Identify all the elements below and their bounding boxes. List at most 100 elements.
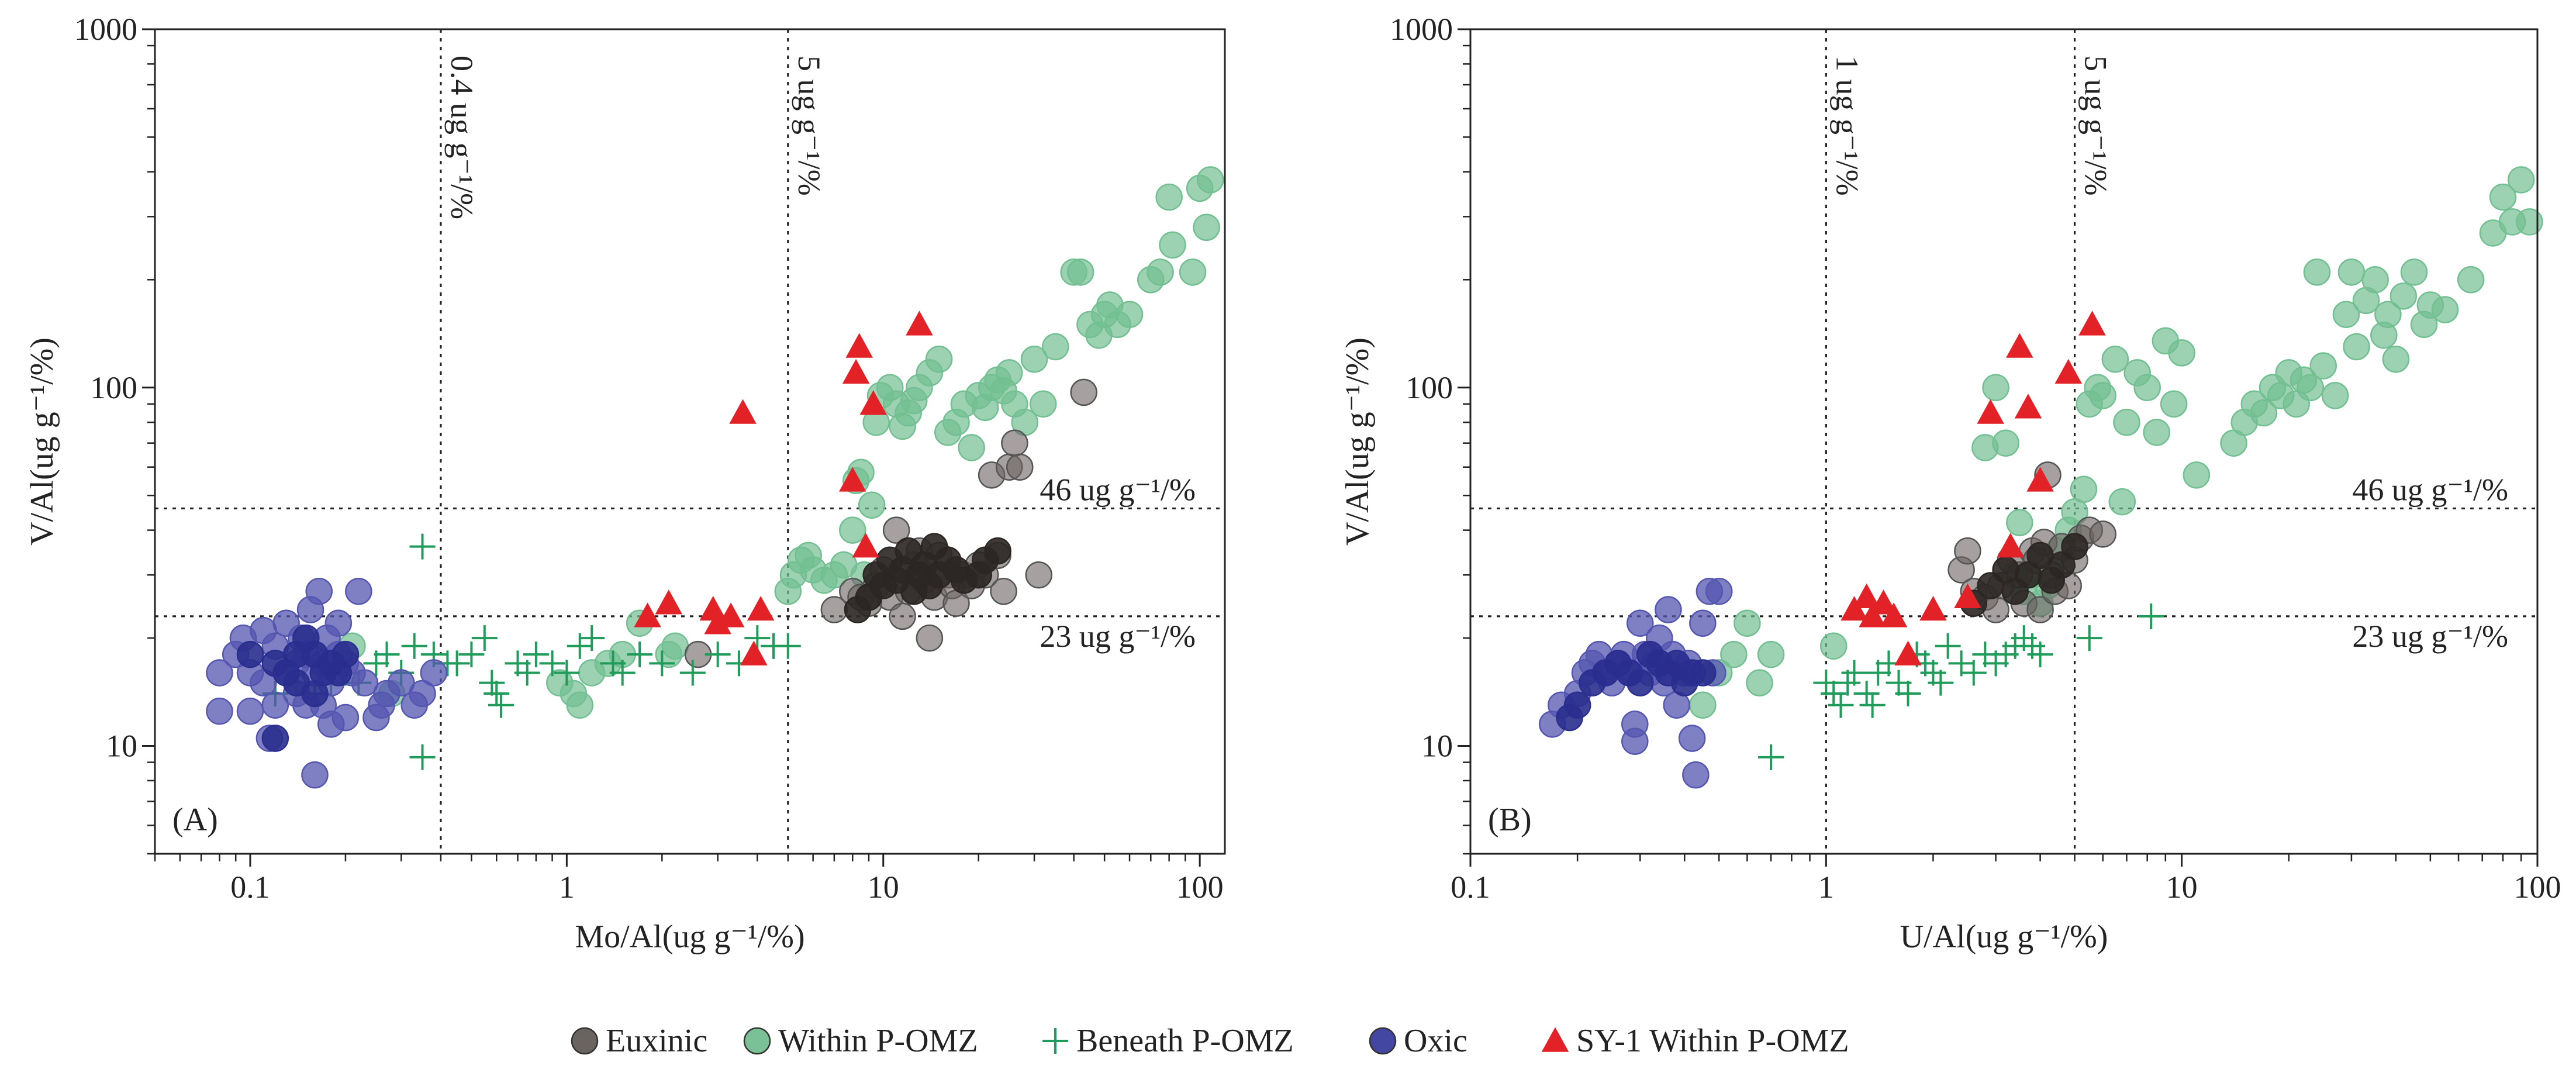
point-sy-1-within-p-omz-0 bbox=[1841, 596, 1868, 621]
point-sy-1-within-p-omz-4 bbox=[1880, 602, 1908, 627]
point-sy-1-within-p-omz-14 bbox=[2078, 311, 2106, 336]
point-euxinic-30 bbox=[1025, 561, 1053, 589]
point-sy-1-within-p-omz-1 bbox=[655, 589, 683, 615]
y-axis-title: V/Al(ug g⁻¹/%) bbox=[24, 337, 60, 546]
point-within-p-omz-64 bbox=[1193, 213, 1220, 242]
point-beneath-p-omz-0 bbox=[1758, 744, 1784, 770]
point-oxic-32 bbox=[345, 577, 372, 605]
point-within-p-omz-49 bbox=[1042, 333, 1069, 361]
series-sy-1-within-p-omz bbox=[634, 311, 933, 665]
point-beneath-p-omz-32 bbox=[705, 642, 731, 668]
point-within-p-omz-4 bbox=[1746, 669, 1773, 696]
y-tick-label-2: 1000 bbox=[74, 12, 137, 47]
point-within-p-omz-31 bbox=[2168, 339, 2195, 367]
series-euxinic-dark bbox=[844, 533, 1011, 623]
hline-label-0: 46 ug g⁻¹/% bbox=[1040, 472, 1196, 507]
point-oxic-29 bbox=[1705, 577, 1733, 605]
point-oxic-26 bbox=[1689, 609, 1717, 637]
point-beneath-p-omz-27 bbox=[2138, 603, 2164, 629]
point-sy-1-within-p-omz-9 bbox=[842, 358, 870, 384]
point-within-p-omz-42 bbox=[2297, 374, 2324, 402]
point-within-p-omz-11 bbox=[2006, 509, 2033, 536]
y-tick-label-0: 10 bbox=[1421, 729, 1453, 764]
vline-label-1: 5 ug g⁻¹/% bbox=[2078, 56, 2114, 196]
point-sy-1-within-p-omz-13 bbox=[2054, 358, 2083, 384]
hline-label-1: 23 ug g⁻¹/% bbox=[2352, 619, 2508, 654]
panel-label: (A) bbox=[172, 802, 218, 838]
point-within-p-omz-64 bbox=[2516, 208, 2543, 236]
legend-label-0: Euxinic bbox=[606, 1023, 707, 1059]
vline-label-0: 1 ug g⁻¹/% bbox=[1829, 56, 1864, 196]
point-beneath-p-omz-11 bbox=[1895, 681, 1921, 706]
x-tick-label-2: 10 bbox=[868, 870, 899, 905]
point-oxic-30 bbox=[332, 703, 360, 732]
point-within-p-omz-59 bbox=[1147, 258, 1174, 286]
point-beneath-p-omz-31 bbox=[679, 660, 706, 686]
point-euxinic-11 bbox=[2026, 596, 2054, 623]
point-oxic-25 bbox=[1682, 761, 1710, 789]
legend: Euxinic Within P-OMZ Beneath P-OMZ Oxic SY-1… bbox=[571, 1023, 1849, 1059]
point-within-p-omz-28 bbox=[2143, 419, 2170, 446]
point-beneath-p-omz-16 bbox=[1935, 633, 1961, 659]
point-beneath-p-omz-17 bbox=[479, 670, 505, 696]
point-sy-1-within-p-omz-0 bbox=[634, 602, 661, 627]
series-oxic-dark bbox=[1556, 640, 1717, 732]
legend-label-4: SY-1 Within P-OMZ bbox=[1576, 1023, 1849, 1059]
point-within-p-omz-44 bbox=[2309, 352, 2337, 380]
point-beneath-p-omz-19 bbox=[488, 692, 514, 718]
point-oxic-dark-13 bbox=[1689, 659, 1717, 687]
point-within-p-omz-30 bbox=[2160, 390, 2188, 418]
point-beneath-p-omz-6 bbox=[1853, 681, 1880, 706]
point-euxinic-28 bbox=[1001, 429, 1028, 457]
y-axis-title: V/Al(ug g⁻¹/%) bbox=[1339, 337, 1376, 546]
point-oxic-0 bbox=[206, 659, 233, 687]
point-within-p-omz-57 bbox=[1116, 301, 1144, 328]
x-tick-label-1: 1 bbox=[1818, 870, 1834, 905]
y-tick-label-2: 1000 bbox=[1390, 12, 1453, 47]
point-within-p-omz-59 bbox=[2457, 266, 2485, 294]
point-sy-1-within-p-omz-13 bbox=[906, 311, 933, 336]
point-beneath-p-omz-34 bbox=[744, 625, 771, 651]
point-beneath-p-omz-24 bbox=[554, 660, 580, 686]
point-beneath-p-omz-21 bbox=[514, 660, 540, 686]
point-within-p-omz-54 bbox=[2389, 282, 2418, 310]
point-oxic-dark-9 bbox=[332, 640, 360, 668]
x-tick-label-3: 100 bbox=[1176, 870, 1224, 905]
point-oxic-dark-12 bbox=[301, 680, 329, 708]
point-within-p-omz-0 bbox=[1689, 691, 1717, 719]
point-sy-1-within-p-omz-10 bbox=[2006, 333, 2033, 358]
hline-label-1: 23 ug g⁻¹/% bbox=[1040, 619, 1196, 654]
point-beneath-p-omz-4 bbox=[1835, 670, 1861, 696]
point-sy-1-within-p-omz-3 bbox=[1870, 589, 1897, 615]
legend-marker-4 bbox=[1541, 1027, 1569, 1052]
x-tick-label-3: 100 bbox=[2514, 870, 2561, 905]
x-tick-label-0: 0.1 bbox=[1451, 870, 1490, 905]
panel-label: (B) bbox=[1488, 802, 1532, 838]
point-within-p-omz-34 bbox=[925, 345, 953, 373]
point-sy-1-within-p-omz-5 bbox=[729, 399, 757, 424]
series-oxic-dark bbox=[236, 624, 360, 752]
point-within-p-omz-47 bbox=[1020, 345, 1048, 373]
legend-marker-3 bbox=[1369, 1027, 1397, 1055]
x-axis-title: U/Al(ug g⁻¹/%) bbox=[1900, 919, 2108, 955]
y-tick-label-0: 10 bbox=[106, 729, 137, 764]
point-beneath-p-omz-36 bbox=[775, 633, 801, 659]
point-within-p-omz-50 bbox=[2361, 266, 2389, 294]
point-sy-1-within-p-omz-12 bbox=[2026, 467, 2054, 492]
point-within-p-omz-8 bbox=[1982, 374, 2009, 402]
point-within-p-omz-36 bbox=[2250, 399, 2278, 427]
point-beneath-p-omz-11 bbox=[409, 744, 436, 770]
point-within-p-omz-6 bbox=[1819, 632, 1848, 660]
point-oxic-5 bbox=[236, 697, 264, 725]
panel-b-chart: 1 ug g⁻¹/% 5 ug g⁻¹/% 46 ug g⁻¹/% 23 ug g⁻¹… bbox=[1339, 12, 2561, 955]
point-within-p-omz-44 bbox=[995, 359, 1023, 387]
point-sy-1-within-p-omz-6 bbox=[1919, 596, 1947, 621]
point-sy-1-within-p-omz-2 bbox=[1859, 602, 1886, 627]
point-sy-1-within-p-omz-10 bbox=[845, 333, 873, 358]
point-within-p-omz-22 bbox=[2089, 382, 2116, 409]
point-within-p-omz-48 bbox=[2343, 333, 2370, 361]
point-oxic-13 bbox=[1626, 609, 1654, 637]
point-sy-1-within-p-omz-7 bbox=[1954, 583, 1981, 609]
plot-frame bbox=[1469, 28, 2539, 855]
